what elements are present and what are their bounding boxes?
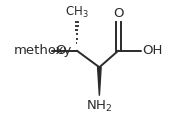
Text: O: O: [113, 7, 124, 20]
Text: OH: OH: [142, 44, 162, 57]
Text: O: O: [55, 44, 66, 57]
Polygon shape: [98, 67, 101, 96]
Text: methoxy: methoxy: [13, 44, 72, 57]
Text: NH$_2$: NH$_2$: [86, 99, 113, 114]
Text: CH$_3$: CH$_3$: [65, 5, 89, 20]
